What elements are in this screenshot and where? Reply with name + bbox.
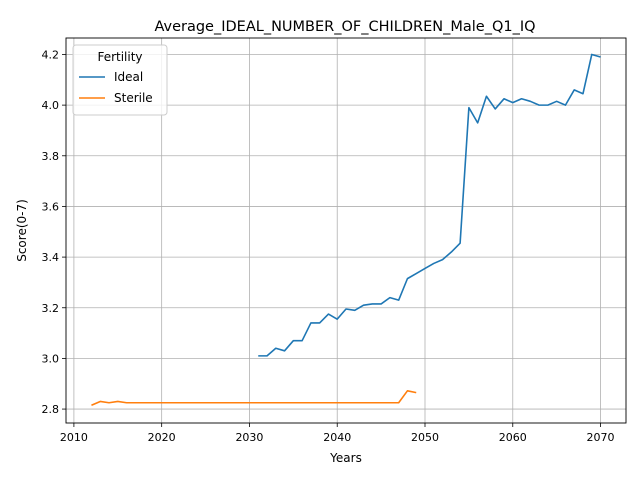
plot-area-frame: [65, 37, 627, 424]
x-tick-label: 2060: [499, 431, 527, 444]
x-axis-ticks: 2010 2020 2030 2040 2050 2060 2070: [60, 423, 615, 444]
x-tick-label: 2070: [587, 431, 615, 444]
x-tick-label: 2020: [148, 431, 176, 444]
x-tick-label: 2050: [411, 431, 439, 444]
legend-label-ideal: Ideal: [114, 70, 143, 84]
y-tick-label: 3.4: [42, 251, 60, 264]
chart-title: Average_IDEAL_NUMBER_OF_CHILDREN_Male_Q1…: [154, 19, 535, 35]
series-line-ideal: [258, 53, 601, 357]
x-tick-label: 2010: [60, 431, 88, 444]
legend-title: Fertility: [97, 50, 142, 64]
y-axis-ticks: 2.8 3.0 3.2 3.4 3.6 3.8 4.0 4.2: [42, 48, 66, 416]
y-tick-label: 2.8: [42, 403, 60, 416]
y-axis-label: Score(0-7): [15, 199, 29, 262]
grid-lines: [66, 38, 626, 423]
y-tick-label: 4.2: [42, 48, 60, 61]
legend: Fertility Ideal Sterile: [72, 44, 168, 116]
x-tick-label: 2040: [323, 431, 351, 444]
x-tick-label: 2030: [235, 431, 263, 444]
y-tick-label: 4.0: [42, 99, 60, 112]
legend-label-sterile: Sterile: [114, 91, 153, 105]
series-line-sterile: [91, 390, 417, 407]
y-tick-label: 3.6: [42, 200, 60, 213]
y-tick-label: 3.2: [42, 302, 60, 315]
y-tick-label: 3.0: [42, 352, 60, 365]
x-axis-label: Years: [329, 451, 362, 465]
y-tick-label: 3.8: [42, 150, 60, 163]
series-lines: [91, 53, 601, 407]
